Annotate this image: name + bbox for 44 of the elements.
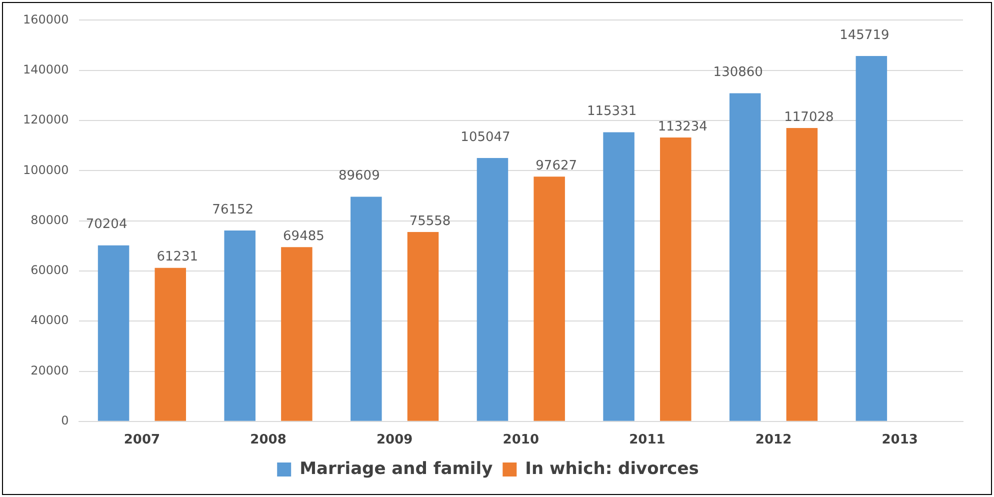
data-label: 117028 — [784, 110, 834, 125]
x-tick-label: 2010 — [502, 432, 539, 448]
bar — [407, 232, 439, 421]
bar — [786, 128, 818, 421]
y-tick-label: 100000 — [22, 162, 69, 177]
y-tick-label: 40000 — [30, 313, 69, 328]
x-tick-label: 2012 — [755, 432, 792, 448]
data-label: 115331 — [586, 104, 637, 120]
x-tick-label: 2009 — [376, 432, 413, 448]
x-tick-label: 2008 — [250, 432, 286, 448]
bar — [534, 176, 565, 421]
data-label: 76152 — [212, 202, 254, 218]
data-label: 61231 — [156, 250, 198, 265]
x-tick-label: 2007 — [124, 432, 160, 448]
y-tick-label: 0 — [61, 414, 69, 428]
bar — [281, 247, 312, 421]
legend-label: In which: divorces — [525, 458, 699, 479]
bar — [660, 137, 692, 421]
y-tick-label: 120000 — [22, 112, 69, 127]
data-label: 145719 — [840, 28, 890, 43]
data-label: 130860 — [713, 65, 763, 80]
data-label: 97627 — [536, 158, 578, 174]
y-tick-label: 20000 — [30, 363, 69, 378]
y-tick-label: 60000 — [30, 263, 69, 278]
x-tick-label: 2011 — [629, 432, 666, 448]
bar — [603, 132, 634, 421]
data-label: 105047 — [460, 130, 510, 145]
data-label: 89609 — [338, 168, 380, 184]
bar — [350, 196, 382, 421]
x-tick-label: 2013 — [882, 432, 918, 448]
data-label: 69485 — [283, 229, 324, 244]
bar — [856, 56, 888, 421]
data-label: 70204 — [86, 217, 128, 232]
data-label: 75558 — [409, 214, 451, 229]
data-label: 113234 — [658, 119, 708, 134]
legend-label: Marriage and family — [300, 458, 493, 479]
y-tick-label: 160000 — [22, 12, 69, 26]
y-tick-label: 80000 — [30, 212, 69, 227]
bar — [476, 158, 508, 421]
bar — [154, 268, 186, 421]
bar — [729, 93, 761, 421]
bar — [224, 230, 256, 421]
y-tick-label: 140000 — [22, 62, 69, 76]
bar — [98, 245, 130, 421]
